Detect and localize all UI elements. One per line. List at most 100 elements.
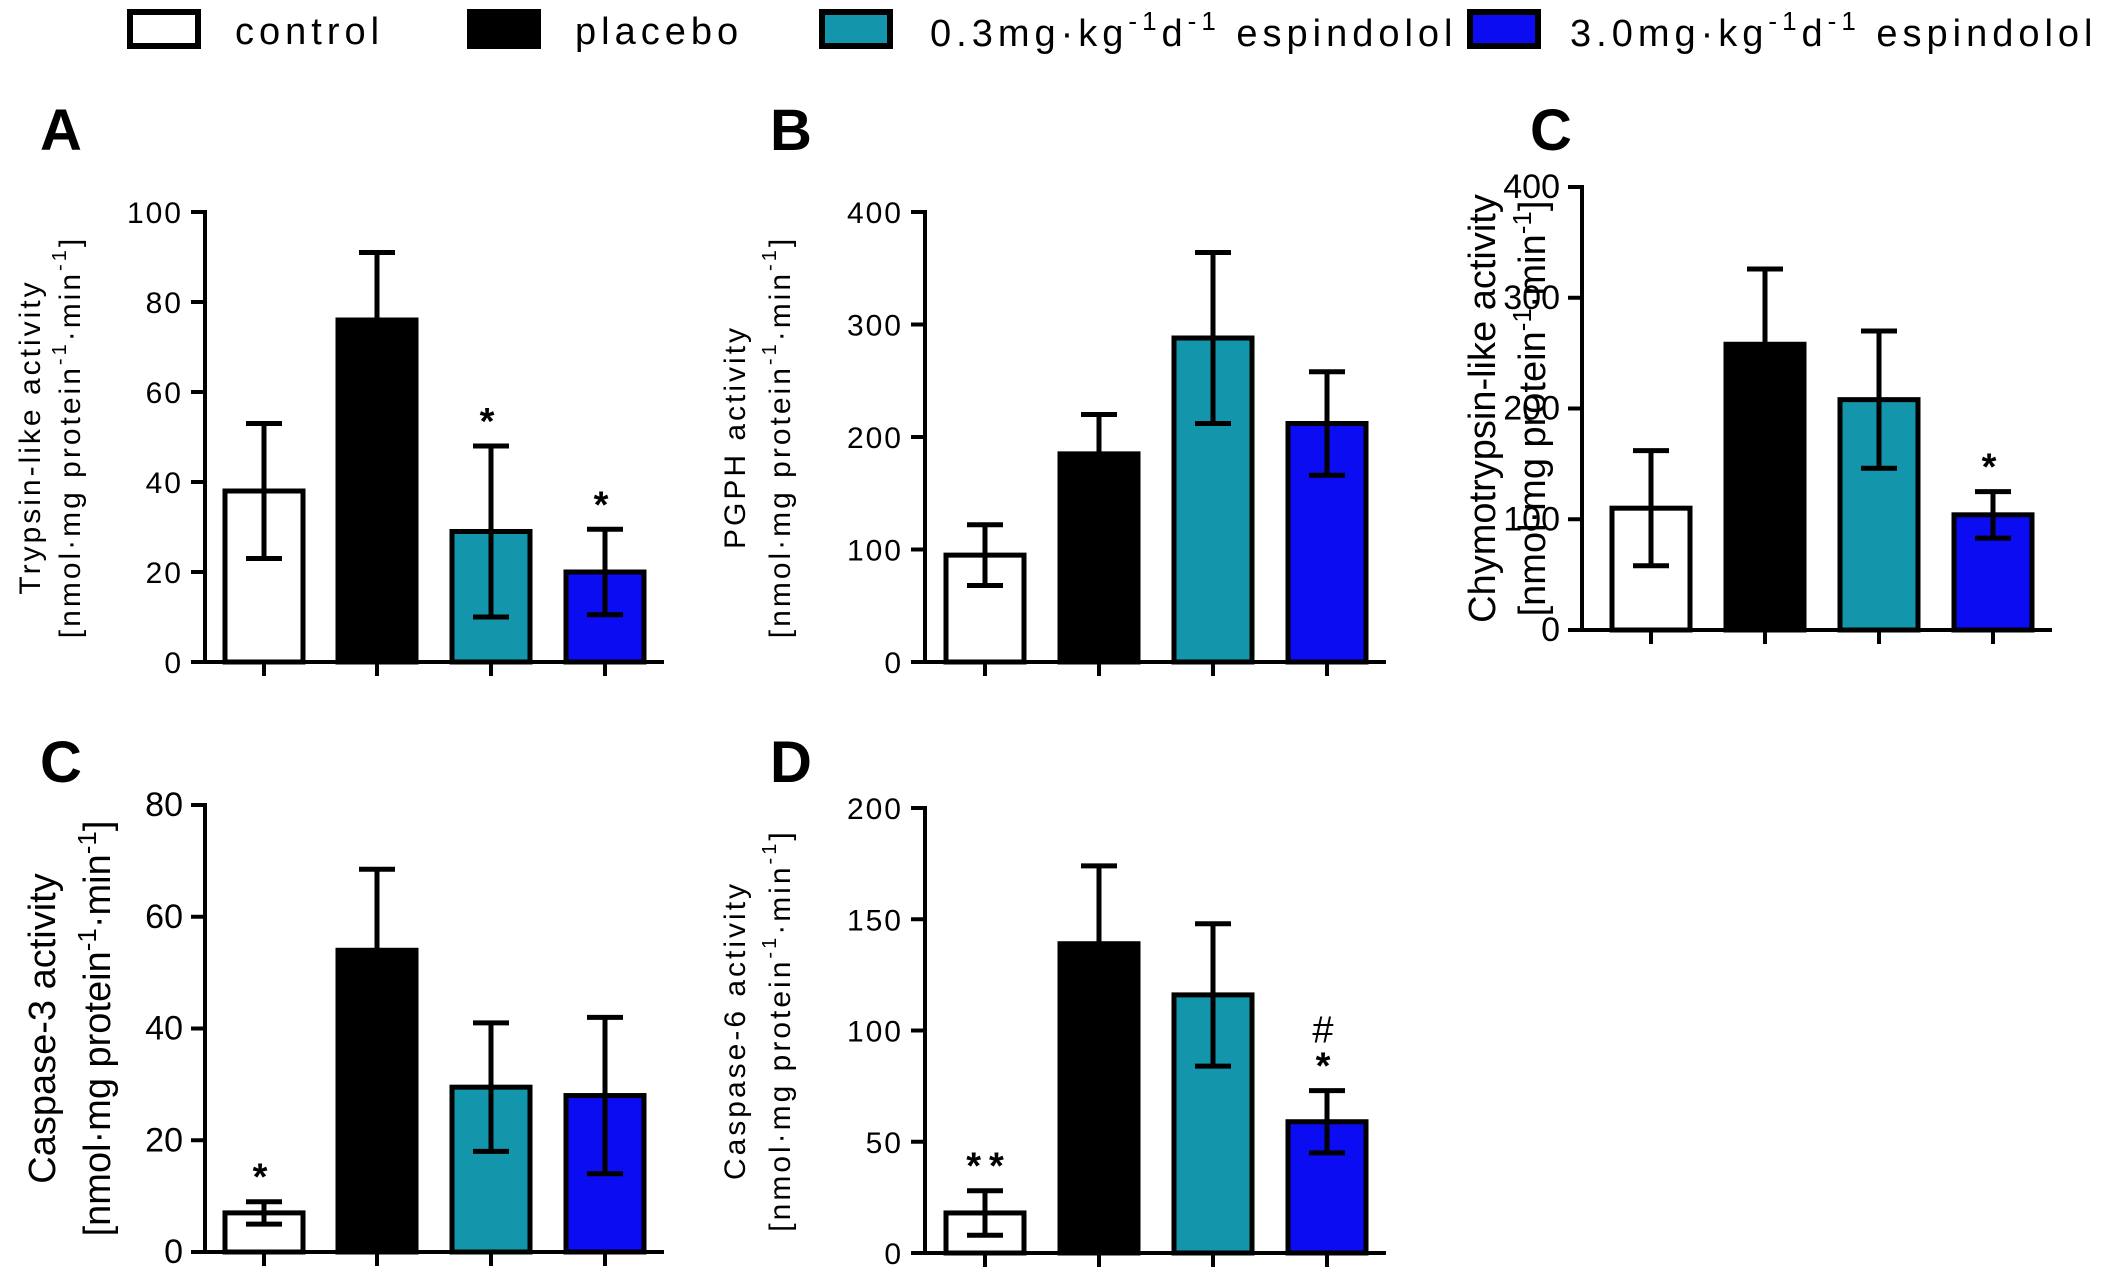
text-part: d — [1162, 13, 1188, 55]
legend-swatch — [1467, 9, 1541, 49]
y-tick-label: 0 — [164, 1233, 183, 1271]
y-tick-label: 80 — [145, 786, 183, 824]
legend: control placebo 0.3mg·kg-1d-1 espindolol 3.… — [127, 6, 2097, 55]
legend-label: 3.0mg·kg-1d-1 espindolol — [1570, 6, 2097, 55]
y-axis-unit: [nmol·mg protein-1·min-1] — [759, 236, 797, 638]
text-part: [nmol·mg protein — [1512, 331, 1554, 616]
y-tick-label: 400 — [847, 197, 903, 230]
text-part: 3.0mg·kg — [1570, 13, 1768, 55]
text-part: 0.3mg·kg — [930, 13, 1128, 55]
y-tick-label: 60 — [145, 898, 183, 936]
text-part: [nmol·mg protein — [764, 365, 797, 638]
legend-label: 0.3mg·kg-1d-1 espindolol — [930, 6, 1457, 55]
y-tick-label: 300 — [1503, 279, 1560, 317]
superscript: -1 — [759, 247, 781, 271]
text-part: [nmol·mg protein — [77, 951, 119, 1236]
panel-label: C — [1530, 98, 1572, 163]
text-part: ] — [77, 821, 119, 832]
y-tick-label: 60 — [146, 377, 183, 410]
y-axis-title: PGPH activity — [719, 325, 752, 549]
panel-label: A — [40, 98, 82, 163]
superscript: -1 — [1507, 211, 1537, 234]
legend-label: control — [235, 11, 384, 53]
legend-item: control — [127, 9, 384, 53]
y-tick-label: 20 — [145, 1121, 183, 1159]
panel-label: B — [770, 98, 812, 163]
y-tick-label: 0 — [1541, 611, 1560, 649]
superscript: -1 — [72, 928, 102, 951]
legend-swatch — [127, 9, 201, 49]
superscript: -1 — [1507, 308, 1537, 331]
y-axis-title: Chymotrypsin-like activity — [1462, 194, 1504, 623]
y-axis-title: Caspase-3 activity — [22, 873, 64, 1183]
chart-panel: C 0 20 40 60 80 * Caspase-3 activity [nmol·mg pr… — [22, 730, 664, 1271]
superscript: -1 — [49, 247, 71, 271]
superscript: -1 — [1188, 6, 1221, 36]
significance-mark: * — [480, 401, 503, 443]
superscript: -1 — [759, 341, 781, 365]
y-tick-label: 0 — [884, 1238, 903, 1271]
y-axis-unit: [nmol·mg protein-1·min-1] — [1507, 201, 1554, 617]
text-part: ] — [54, 236, 87, 247]
superscript: -1 — [1128, 6, 1161, 36]
chart-panel: A 0 20 40 60 80 100 * * Trypsin-like activity [nmo… — [14, 98, 664, 680]
text-part: ·min — [764, 864, 797, 934]
legend-label: placebo — [575, 11, 743, 53]
text-part: d — [1802, 13, 1828, 55]
y-tick-label: 200 — [847, 793, 903, 826]
significance-mark: * — [1982, 447, 2005, 489]
legend-item: placebo — [467, 9, 743, 53]
text-part: ·min — [54, 271, 87, 341]
legend-swatch — [467, 9, 541, 49]
legend-item: 0.3mg·kg-1d-1 espindolol — [819, 6, 1457, 55]
superscript: -1 — [49, 341, 71, 365]
text-part: [nmol·mg protein — [764, 959, 797, 1232]
legend-swatch — [819, 9, 893, 49]
superscript: -1 — [1828, 6, 1861, 36]
y-tick-label: 0 — [884, 647, 903, 680]
superscript: -1 — [1768, 6, 1801, 36]
y-tick-label: 0 — [164, 647, 183, 680]
text-part: ] — [1512, 201, 1554, 212]
y-tick-label: 100 — [847, 535, 903, 568]
text-part: espindolol — [1861, 13, 2098, 55]
text-part: ·min — [77, 854, 119, 928]
y-tick-label: 100 — [127, 197, 183, 230]
text-part: ·min — [764, 271, 797, 341]
y-tick-label: 200 — [847, 422, 903, 455]
superscript: -1 — [759, 841, 781, 865]
text-part: ] — [764, 829, 797, 840]
significance-mark: * — [594, 484, 617, 526]
superscript: -1 — [759, 935, 781, 959]
text-part: ·min — [1512, 234, 1554, 308]
panel-label: D — [770, 730, 812, 795]
y-axis-unit: [nmol·mg protein-1·min-1] — [49, 236, 87, 638]
y-tick-label: 100 — [847, 1016, 903, 1049]
legend-item: 3.0mg·kg-1d-1 espindolol — [1467, 6, 2097, 55]
y-tick-label: 40 — [145, 1010, 183, 1048]
text-part: ] — [764, 236, 797, 247]
significance-mark: * — [253, 1157, 276, 1199]
y-axis-unit: [nmol·mg protein-1·min-1] — [759, 829, 797, 1231]
y-axis-title: Caspase-6 activity — [719, 881, 752, 1180]
y-tick-label: 40 — [146, 467, 183, 500]
y-tick-label: 20 — [146, 557, 183, 590]
y-tick-label: 100 — [1503, 500, 1560, 538]
significance-mark: ** — [966, 1146, 1012, 1188]
text-part: espindolol — [1221, 13, 1458, 55]
significance-mark: # — [1312, 1010, 1341, 1052]
y-tick-label: 300 — [847, 310, 903, 343]
y-tick-label: 200 — [1503, 390, 1560, 428]
y-axis-title: Trypsin-like activity — [14, 279, 47, 594]
y-tick-label: 150 — [847, 904, 903, 937]
y-tick-label: 80 — [146, 287, 183, 320]
y-tick-label: 50 — [866, 1127, 903, 1160]
significance-mark: * — [1316, 1046, 1339, 1088]
superscript: -1 — [72, 831, 102, 854]
y-tick-label: 400 — [1503, 168, 1560, 206]
text-part: [nmol·mg protein — [54, 365, 87, 638]
panel-label: C — [40, 730, 82, 795]
